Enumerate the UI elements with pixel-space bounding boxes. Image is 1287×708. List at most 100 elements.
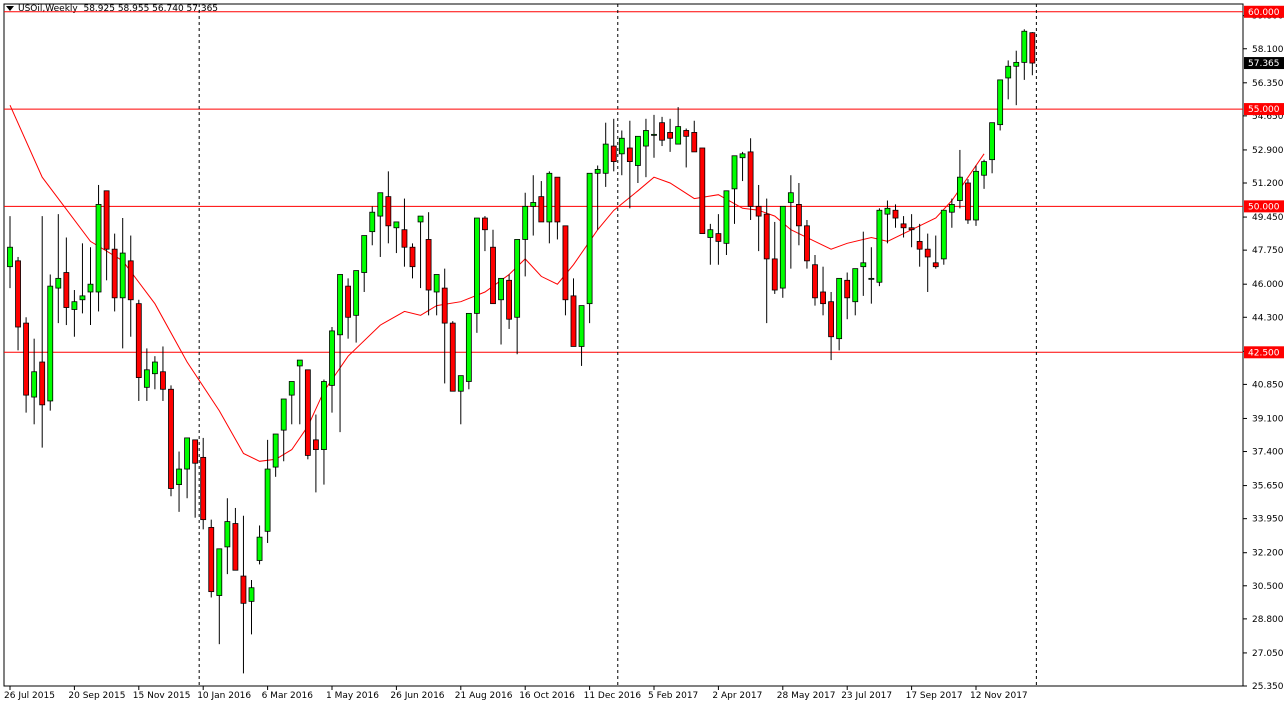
candle[interactable] bbox=[232, 507, 239, 571]
candle[interactable] bbox=[900, 216, 907, 238]
candle[interactable] bbox=[610, 118, 617, 172]
candle[interactable] bbox=[989, 122, 995, 174]
candle[interactable] bbox=[7, 216, 13, 289]
candle[interactable] bbox=[997, 79, 1004, 131]
candle[interactable] bbox=[473, 217, 480, 333]
candle[interactable] bbox=[449, 321, 456, 392]
candle[interactable] bbox=[796, 183, 802, 246]
candle[interactable] bbox=[63, 237, 70, 326]
candle[interactable] bbox=[47, 274, 54, 411]
candle[interactable] bbox=[715, 214, 722, 265]
candle[interactable] bbox=[852, 268, 859, 316]
candle[interactable] bbox=[1005, 60, 1012, 100]
candle[interactable] bbox=[337, 274, 343, 433]
candle[interactable] bbox=[498, 277, 504, 345]
candle[interactable] bbox=[433, 274, 440, 316]
candle[interactable] bbox=[707, 223, 714, 265]
candle[interactable] bbox=[23, 317, 30, 413]
candle[interactable] bbox=[296, 359, 303, 425]
candle[interactable] bbox=[908, 214, 915, 248]
candle[interactable] bbox=[884, 200, 891, 244]
candle[interactable] bbox=[111, 233, 118, 312]
candle[interactable] bbox=[691, 120, 698, 153]
candle[interactable] bbox=[39, 216, 46, 448]
candle[interactable] bbox=[763, 198, 770, 324]
candle[interactable] bbox=[1021, 29, 1028, 80]
candle[interactable] bbox=[731, 155, 738, 224]
candle[interactable] bbox=[345, 278, 352, 339]
candle[interactable] bbox=[965, 179, 971, 224]
candle[interactable] bbox=[522, 192, 529, 277]
candle[interactable] bbox=[747, 138, 754, 220]
candle[interactable] bbox=[151, 356, 158, 390]
candle[interactable] bbox=[401, 198, 408, 267]
candle[interactable] bbox=[506, 274, 513, 329]
candle[interactable] bbox=[602, 122, 609, 187]
candle[interactable] bbox=[675, 107, 682, 145]
candle[interactable] bbox=[973, 165, 979, 226]
candle[interactable] bbox=[353, 270, 360, 343]
candle[interactable] bbox=[940, 209, 947, 265]
candle[interactable] bbox=[755, 184, 762, 252]
candle[interactable] bbox=[417, 215, 424, 289]
candle[interactable] bbox=[256, 525, 263, 565]
candle[interactable] bbox=[490, 229, 496, 305]
candle[interactable] bbox=[820, 266, 826, 316]
candle[interactable] bbox=[79, 243, 86, 314]
candle[interactable] bbox=[1013, 50, 1020, 106]
candle[interactable] bbox=[393, 221, 400, 254]
candle[interactable] bbox=[594, 165, 601, 230]
candle[interactable] bbox=[361, 235, 368, 292]
candle[interactable] bbox=[15, 256, 21, 351]
candle[interactable] bbox=[329, 327, 335, 413]
candle[interactable] bbox=[586, 172, 593, 324]
candle[interactable] bbox=[787, 175, 794, 269]
candle[interactable] bbox=[208, 519, 215, 598]
candle[interactable] bbox=[457, 375, 464, 425]
candle[interactable] bbox=[779, 205, 786, 298]
candle[interactable] bbox=[103, 190, 110, 281]
candle[interactable] bbox=[160, 346, 166, 401]
candle[interactable] bbox=[119, 218, 126, 349]
candle[interactable] bbox=[409, 243, 416, 279]
candle[interactable] bbox=[924, 233, 931, 292]
candle[interactable] bbox=[699, 147, 706, 235]
candle[interactable] bbox=[87, 247, 94, 326]
candle[interactable] bbox=[280, 398, 287, 462]
candle[interactable] bbox=[659, 116, 665, 147]
candle[interactable] bbox=[812, 255, 818, 306]
candle[interactable] bbox=[216, 548, 223, 645]
candle[interactable] bbox=[570, 278, 577, 347]
candle[interactable] bbox=[723, 190, 730, 256]
candle[interactable] bbox=[554, 176, 561, 240]
candle[interactable] bbox=[272, 433, 279, 477]
candle[interactable] bbox=[240, 515, 247, 674]
candle[interactable] bbox=[224, 498, 231, 575]
candle[interactable] bbox=[626, 120, 633, 209]
candle[interactable] bbox=[200, 437, 207, 530]
candle[interactable] bbox=[95, 184, 102, 312]
candle[interactable] bbox=[143, 348, 150, 401]
candle[interactable] bbox=[836, 277, 843, 351]
candle[interactable] bbox=[385, 171, 392, 244]
candle[interactable] bbox=[192, 439, 199, 518]
candle[interactable] bbox=[635, 135, 641, 184]
candle[interactable] bbox=[264, 439, 271, 543]
candle[interactable] bbox=[844, 272, 851, 320]
candle[interactable] bbox=[618, 130, 625, 176]
candle[interactable] bbox=[465, 312, 472, 390]
candle[interactable] bbox=[892, 204, 899, 228]
candle[interactable] bbox=[860, 231, 867, 296]
candle[interactable] bbox=[482, 216, 488, 252]
candle[interactable] bbox=[932, 235, 939, 269]
candle[interactable] bbox=[876, 208, 883, 287]
candle[interactable] bbox=[538, 181, 545, 223]
candle[interactable] bbox=[248, 579, 255, 635]
candle[interactable] bbox=[514, 239, 521, 355]
candle[interactable] bbox=[578, 305, 585, 366]
candle[interactable] bbox=[31, 338, 38, 425]
candle[interactable] bbox=[981, 159, 987, 189]
candle[interactable] bbox=[651, 114, 657, 158]
candle[interactable] bbox=[562, 225, 569, 316]
candle[interactable] bbox=[804, 219, 810, 269]
